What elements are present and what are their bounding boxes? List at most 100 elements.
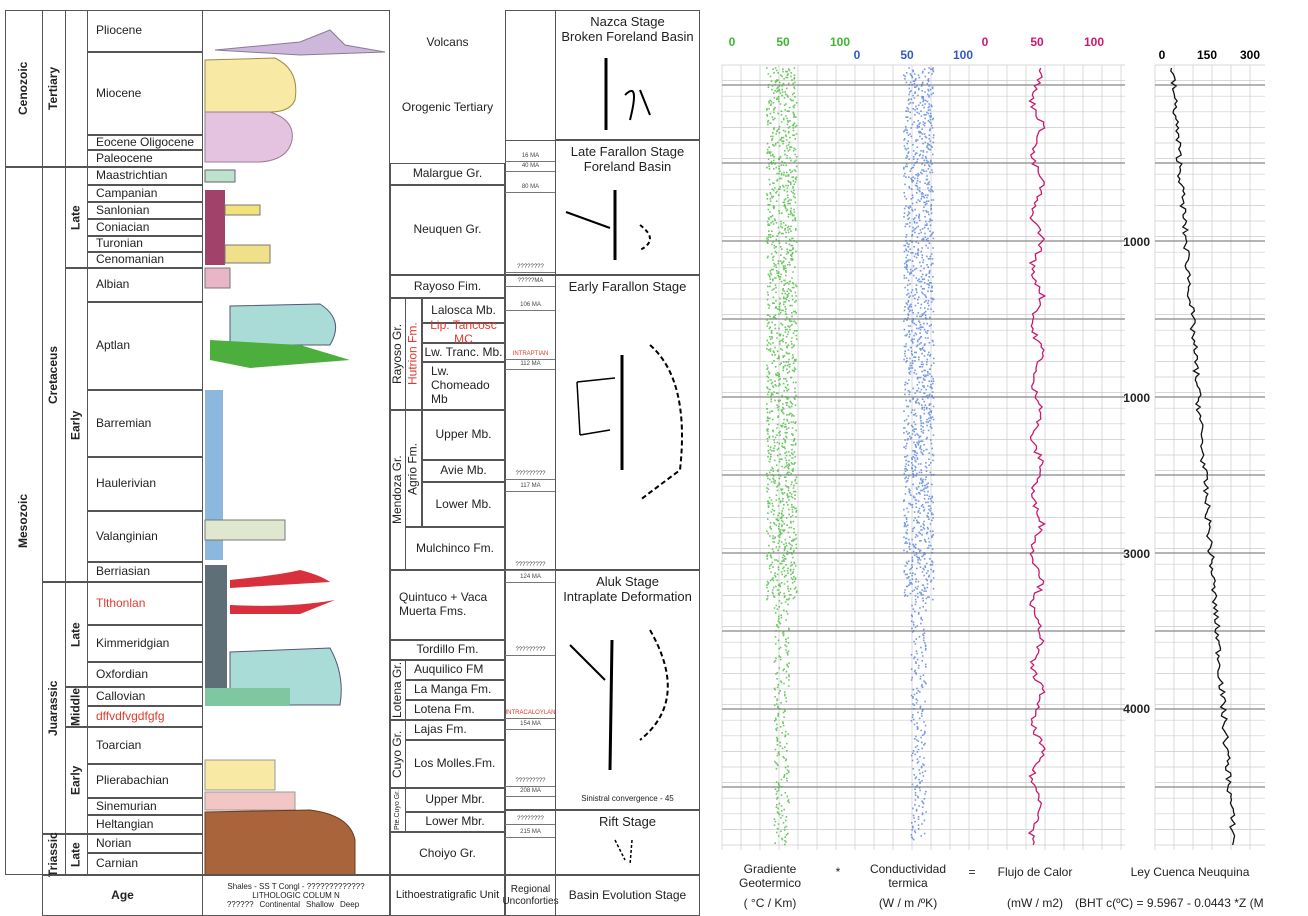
- litho-group: Cuyo Gr.: [390, 720, 406, 788]
- epoch: Early: [65, 268, 88, 582]
- age: Campanian: [87, 185, 203, 202]
- unconformity-label: 16 MA: [505, 152, 556, 162]
- grid: [1155, 65, 1265, 850]
- litho-unit: Lw. Chomeado Mb: [422, 362, 505, 410]
- tick-label: 0: [965, 35, 1005, 51]
- caption: ( °C / Km): [720, 896, 820, 912]
- unconformity-label: ????????: [505, 815, 556, 825]
- tick-label: 0: [712, 35, 752, 51]
- stage-title: Aluk Stage: [556, 575, 699, 590]
- unconformity-label: ?????????: [505, 646, 556, 656]
- stage-title: Foreland Basin: [556, 160, 699, 175]
- depth-label: 3000: [1100, 547, 1150, 563]
- age: Heltangian: [87, 815, 203, 834]
- litho-group: Lotena Gr.: [390, 660, 406, 720]
- unconformity-label: INTRACALOYLAN: [505, 709, 556, 719]
- caption: Gradiente Geotermico: [720, 862, 820, 892]
- age: Callovian: [87, 687, 203, 706]
- age: Turonian: [87, 236, 203, 252]
- tick-label: 0: [1142, 48, 1182, 64]
- age: Carnian: [87, 853, 203, 875]
- figure: CenozoicMesozoicTertiaryCretaceusJuarass…: [0, 0, 1308, 916]
- age: dffvdfvgdfgfg: [87, 706, 203, 727]
- footer-basin: Basin Evolution Stage: [555, 875, 700, 916]
- unconformity-label: 117 MA: [505, 482, 556, 492]
- litho-unit: Los Molles.Fm.: [405, 740, 505, 788]
- age: Sinemurian: [87, 798, 203, 815]
- tick-label: 50: [763, 35, 803, 51]
- unconformity-label: ????????: [505, 263, 556, 273]
- stage-title: Broken Foreland Basin: [556, 30, 699, 45]
- caption: =: [962, 865, 982, 881]
- age: Barremian: [87, 390, 203, 457]
- epoch: Late: [65, 834, 88, 875]
- litho-unit: Lower Mbr.: [405, 812, 505, 832]
- age: Pliocene: [87, 10, 203, 52]
- litho-unit: Neuquen Gr.: [390, 185, 505, 275]
- tick-label: 50: [1017, 35, 1057, 51]
- age: Sanlonian: [87, 202, 203, 219]
- unconformity-label: 80 MA: [505, 183, 556, 193]
- litho-unit: Rayoso Fim.: [390, 275, 505, 298]
- lithology-column: [202, 10, 390, 875]
- litho-unit: Lower Mb.: [422, 482, 505, 527]
- age: Tlthonlan: [87, 582, 203, 625]
- unconformity-label: 40 MA: [505, 162, 556, 172]
- era: Cenozoic: [5, 10, 43, 167]
- litho-group: Mendoza Gr.: [390, 410, 406, 570]
- unconformity-label: ?????????: [505, 561, 556, 571]
- period: Triassic: [42, 834, 66, 875]
- age: Toarcian: [87, 727, 203, 764]
- caption: (BHT c(ºC) = 9.5967 - 0.0443 *Z (M: [1075, 896, 1308, 912]
- epoch-empty: [65, 10, 88, 167]
- tick-label: 50: [887, 48, 927, 64]
- epoch: Early: [65, 727, 88, 834]
- litho-unit: Lajas Fm.: [405, 720, 505, 740]
- age: Maastrichtian: [87, 167, 203, 185]
- unconformity-label: 124 MA: [505, 573, 556, 583]
- legend-item: Deep: [340, 900, 359, 909]
- litho-unit: Volcans: [390, 10, 505, 75]
- period: Juarassic: [42, 582, 66, 834]
- litho-unit: Tordillo Fm.: [390, 640, 505, 660]
- logs: [722, 65, 1265, 850]
- tick-label: 300: [1230, 48, 1270, 64]
- caption: Flujo de Calor: [985, 865, 1085, 881]
- period: Tertiary: [42, 10, 66, 167]
- age: Oxfordian: [87, 662, 203, 687]
- epoch: Middle: [65, 687, 88, 727]
- footer-lithology: Shales - SS T Congl - ?????????????LITHO…: [202, 875, 390, 916]
- legend-item: Continental: [260, 900, 300, 909]
- footer-litho: Lithoestratigrafic Unit: [390, 875, 505, 916]
- unconformity-label: 112 MA: [505, 360, 556, 370]
- litho-unit: Lip. Tancosc MC: [422, 323, 505, 343]
- epoch: Late: [65, 582, 88, 687]
- age: Valanginian: [87, 511, 203, 562]
- era: Mesozoic: [5, 167, 43, 875]
- age: Coniacian: [87, 219, 203, 236]
- age: Albian: [87, 268, 203, 302]
- depth-label: 1000: [1100, 391, 1150, 407]
- unconformity-label: 208 MA: [505, 787, 556, 797]
- footer-unconformity: Regional Unconforties: [505, 875, 556, 916]
- unconformity-label: 154 MA: [505, 720, 556, 730]
- litho-unit: Auquilico FM: [405, 660, 505, 680]
- unconformity-label: ?????????: [505, 777, 556, 787]
- caption: Conductividad termica: [858, 862, 958, 892]
- litho-group: Rayoso Gr.: [390, 298, 406, 410]
- age: Kimmeridgian: [87, 625, 203, 662]
- unconformity-label: INTRAPTIAN: [505, 350, 556, 360]
- litho-unit: Quintuco + Vaca Muerta Fms.: [390, 570, 505, 640]
- unconformity-label: 106 MA: [505, 301, 556, 311]
- stage-title: Nazca Stage: [556, 15, 699, 30]
- caption: *: [828, 865, 848, 881]
- litho-group: Hutrion Fm.: [405, 298, 422, 410]
- footer-text: LITHOLOGIC COLUM N: [252, 891, 340, 900]
- litho-unit: Avie Mb.: [422, 460, 505, 482]
- depth-label: 4000: [1100, 702, 1150, 718]
- tick-label: 150: [1187, 48, 1227, 64]
- basin-stage: Early Farallon Stage: [555, 275, 700, 570]
- grid-major: [1155, 85, 1265, 787]
- unconformity-cell: [505, 570, 556, 810]
- period: Cretaceus: [42, 167, 66, 582]
